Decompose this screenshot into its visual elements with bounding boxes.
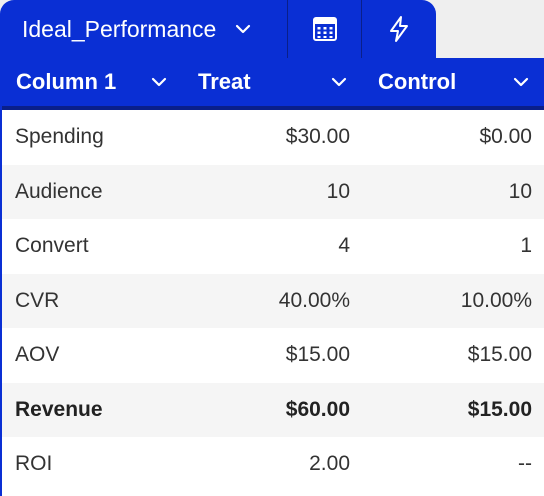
treat-value-cell[interactable]: 2.00 xyxy=(309,452,350,476)
chevron-down-icon[interactable] xyxy=(150,73,168,91)
table-row: AOV $15.00 $15.00 xyxy=(2,328,544,383)
chevron-down-icon[interactable] xyxy=(330,73,348,91)
column-header-control[interactable]: Control xyxy=(362,58,544,106)
treat-value-cell[interactable]: 40.00% xyxy=(278,288,350,312)
treat-value-cell[interactable]: $30.00 xyxy=(285,125,350,149)
data-table: Column 1 Treat Control Spending xyxy=(0,58,544,496)
row-label-cell[interactable]: Revenue xyxy=(15,397,103,421)
automation-button[interactable] xyxy=(362,0,436,58)
control-value-cell[interactable]: $0.00 xyxy=(479,125,532,149)
treat-value-cell[interactable]: $60.00 xyxy=(285,397,350,421)
control-value-cell[interactable]: $15.00 xyxy=(467,343,532,367)
treat-value-cell[interactable]: 4 xyxy=(338,234,350,258)
chevron-down-icon[interactable] xyxy=(512,73,530,91)
sheet-tab-bar: Ideal_Performance xyxy=(0,0,436,58)
row-label-cell[interactable]: AOV xyxy=(15,343,60,367)
table-row: Audience 10 10 xyxy=(2,164,544,219)
column-header-1[interactable]: Column 1 xyxy=(2,58,182,106)
treat-value-cell[interactable]: $15.00 xyxy=(285,343,350,367)
table-row: Convert 4 1 xyxy=(2,219,544,274)
calculator-icon xyxy=(312,17,337,41)
row-label-cell[interactable]: ROI xyxy=(15,452,53,476)
control-value-cell[interactable]: -- xyxy=(518,452,532,476)
control-value-cell[interactable]: 1 xyxy=(520,234,532,258)
column-header-label: Treat xyxy=(198,69,251,94)
row-label-cell[interactable]: Convert xyxy=(15,234,89,258)
table-header: Column 1 Treat Control xyxy=(2,58,544,110)
table-body: Spending $30.00 $0.00 Audience 10 10 Con… xyxy=(2,110,544,492)
treat-value-cell[interactable]: 10 xyxy=(326,179,350,203)
table-row-total: Revenue $60.00 $15.00 xyxy=(2,382,544,437)
chevron-down-icon[interactable] xyxy=(234,20,252,38)
lightning-bolt-icon xyxy=(390,16,408,42)
table-row: CVR 40.00% 10.00% xyxy=(2,273,544,328)
sheet-tab[interactable]: Ideal_Performance xyxy=(0,0,436,58)
row-label-cell[interactable]: CVR xyxy=(15,288,60,312)
table-row: ROI 2.00 -- xyxy=(2,437,544,492)
column-header-label: Control xyxy=(378,69,457,94)
row-label-cell[interactable]: Audience xyxy=(15,179,103,203)
sheet-name-label: Ideal_Performance xyxy=(22,15,217,42)
row-label-cell[interactable]: Spending xyxy=(15,125,104,149)
column-header-label: Column 1 xyxy=(16,69,117,94)
control-value-cell[interactable]: $15.00 xyxy=(467,397,532,421)
control-value-cell[interactable]: 10 xyxy=(508,179,532,203)
table-row: Spending $30.00 $0.00 xyxy=(2,110,544,165)
calculator-button[interactable] xyxy=(288,0,362,58)
sheet-name-dropdown[interactable]: Ideal_Performance xyxy=(0,0,288,58)
control-value-cell[interactable]: 10.00% xyxy=(460,288,532,312)
column-header-treat[interactable]: Treat xyxy=(182,58,362,106)
